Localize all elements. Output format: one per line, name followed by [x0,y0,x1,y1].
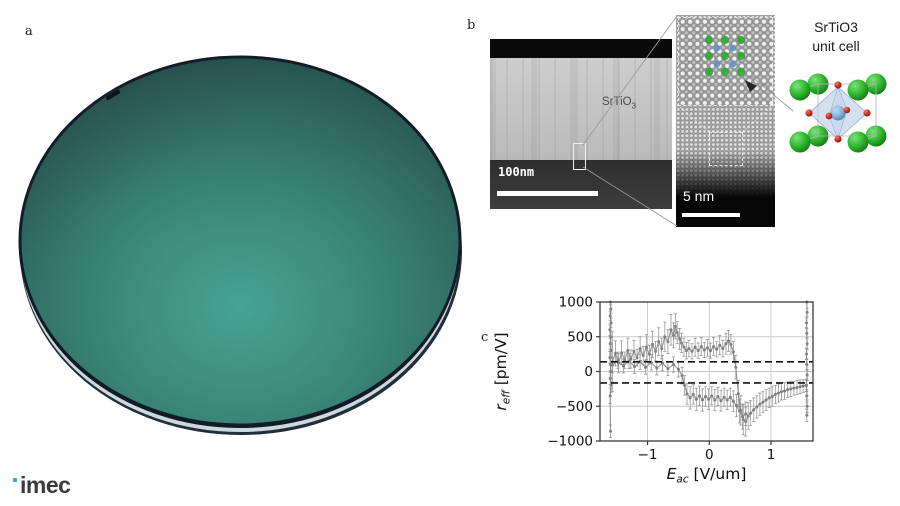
svg-text:1000: 1000 [559,295,593,311]
imec-logo-dot-icon [13,478,17,482]
panel-c-label: c [481,330,489,345]
unit-cell-caption: SrTiO3 unit cell [794,18,878,56]
wafer-photo [18,55,462,435]
svg-text:−500: −500 [556,399,593,415]
sr-atoms [789,79,869,153]
tem-overview-image: SrTiO3 100nm [490,39,672,209]
tem-top-layer [490,39,672,58]
pockels-coefficient-chart: −1 0 1 1000 500 0 −500 −1000 Eac [V/um] reff [pm/… [486,286,866,491]
svg-text:reff [pm/V]: reff [pm/V] [492,332,513,410]
unit-cell-diagram [789,73,887,153]
unit-cell-caption-line2: unit cell [812,38,860,54]
film-material-label: SrTiO3 [602,96,637,111]
svg-text:Eac [V/um]: Eac [V/um] [667,465,747,486]
ti-atom [830,105,846,121]
tem-closeup-image: 5 nm [676,15,775,227]
wafer-notch [106,90,120,100]
svg-text:−1: −1 [638,447,658,463]
svg-text:500: 500 [567,329,593,345]
svg-text:1: 1 [767,447,776,463]
svg-text:0: 0 [705,447,714,463]
unit-cell-caption-line1: SrTiO3 [814,19,858,35]
scalebar-5nm-label: 5 nm [683,188,715,204]
roi-outline-box [573,143,586,170]
o-atoms [805,81,871,143]
imec-logo-text: imec [20,472,71,498]
svg-text:0: 0 [584,364,593,380]
chart-canvas: −1 0 1 1000 500 0 −500 −1000 Eac [V/um] reff [pm/… [492,295,814,486]
panel-a-label: a [25,24,33,39]
svg-text:−1000: −1000 [547,434,593,450]
zoom-funnel-lines [679,106,772,134]
zoom-region-box [709,132,743,166]
panel-b-label: b [467,18,476,33]
scalebar-5nm-bar [682,213,740,217]
wafer-sheen [20,57,460,425]
scalebar-100nm-bar [497,191,598,196]
scalebar-100nm-label: 100nm [498,165,535,179]
